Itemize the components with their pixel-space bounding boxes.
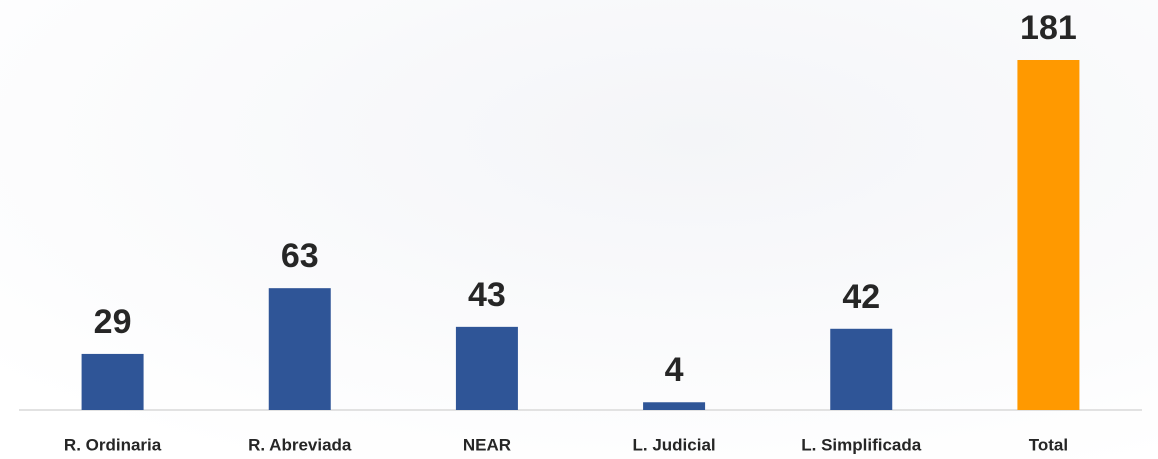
bar: [830, 328, 893, 410]
value-label: 43: [468, 276, 506, 314]
bar: [268, 288, 331, 410]
x-tick-label: R. Abreviada: [248, 435, 352, 454]
bar: [1017, 60, 1080, 410]
value-label: 42: [842, 278, 880, 316]
bar: [455, 326, 518, 410]
x-tick-label: R. Ordinaria: [64, 435, 162, 454]
value-label: 4: [665, 351, 684, 389]
value-label: 29: [94, 303, 132, 341]
bar: [643, 402, 706, 410]
value-label: 63: [281, 237, 319, 275]
bar: [81, 353, 144, 410]
x-tick-label: L. Simplificada: [801, 435, 922, 454]
x-tick-label: Total: [1029, 435, 1068, 454]
x-tick-label: NEAR: [463, 435, 511, 454]
x-tick-label: L. Judicial: [633, 435, 716, 454]
value-label: 181: [1020, 9, 1077, 47]
